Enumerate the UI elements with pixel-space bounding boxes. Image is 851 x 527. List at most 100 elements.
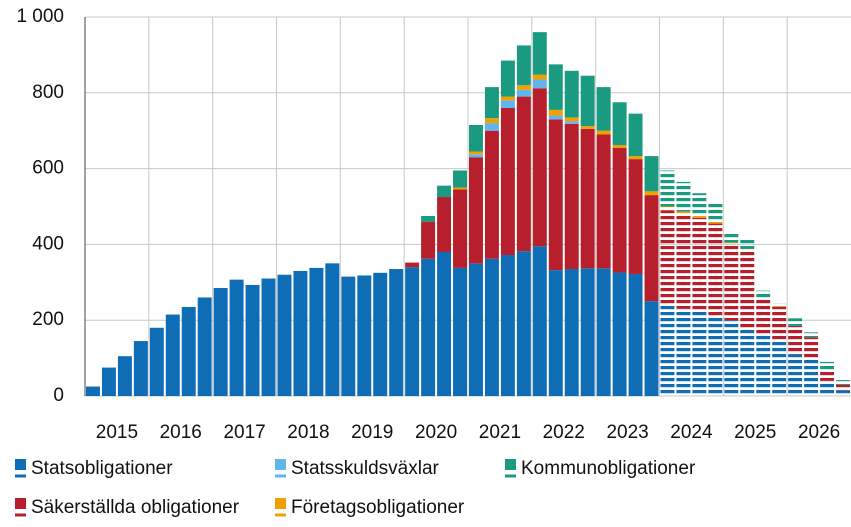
bar-segment	[564, 269, 579, 396]
bar-segment	[612, 147, 627, 273]
bar-segment	[740, 250, 755, 328]
bar-segment	[820, 380, 835, 396]
bar-segment	[708, 316, 723, 396]
bar-segment	[756, 298, 771, 300]
bar-segment	[580, 128, 595, 269]
bar-segment	[357, 275, 372, 396]
bar-segment	[756, 335, 771, 396]
bar-segment	[596, 130, 611, 135]
bar-segment	[437, 185, 452, 198]
bar-segment	[437, 197, 452, 252]
bar-segment	[229, 279, 244, 396]
bar-segment	[836, 380, 850, 385]
bar-segment	[708, 202, 723, 222]
bar-segment	[564, 117, 579, 122]
bar-segment	[724, 242, 739, 245]
bar-segment	[325, 263, 340, 396]
bar-segment	[772, 339, 787, 396]
bar-segment	[804, 359, 819, 396]
bar-segment	[117, 356, 132, 396]
legend-swatch	[275, 498, 286, 509]
bar-segment	[469, 263, 483, 396]
x-tick-label: 2017	[223, 422, 265, 443]
bar-segment	[740, 239, 755, 249]
legend-label: Statsobligationer	[31, 458, 173, 479]
bar-segment	[644, 156, 659, 192]
bar-segment	[197, 297, 212, 396]
bar-segment	[724, 320, 739, 396]
bar-segment	[676, 211, 691, 215]
bar-segment	[277, 274, 292, 396]
bar-segment	[564, 123, 579, 270]
bar-segment	[772, 303, 787, 307]
bar-segment	[548, 64, 563, 110]
bar-segment	[133, 341, 148, 396]
y-tick-label: 400	[32, 233, 64, 254]
bar-segment	[500, 100, 515, 108]
bar-segment	[309, 267, 324, 396]
x-tick-label: 2021	[479, 422, 521, 443]
bar-segment	[836, 384, 850, 391]
legend-swatch	[15, 459, 26, 470]
x-tick-label: 2019	[351, 422, 393, 443]
bar-segment	[692, 193, 707, 216]
bar-segment	[612, 272, 627, 396]
bar-segment	[756, 290, 771, 299]
bar-segment	[421, 215, 436, 222]
bar-segment	[532, 79, 547, 89]
bar-segment	[261, 278, 276, 396]
bar-segment	[612, 102, 627, 146]
bar-segment	[772, 306, 787, 307]
bar-segment	[500, 107, 515, 256]
bar-segment	[86, 386, 100, 396]
bar-segment	[740, 327, 755, 396]
bar-segment	[596, 268, 611, 396]
bar-segment	[580, 268, 595, 396]
bar-segment	[628, 273, 643, 396]
bar-segment	[500, 60, 515, 97]
bar-segment	[644, 191, 659, 196]
bar-segment	[149, 327, 164, 396]
bar-segment	[516, 251, 531, 396]
bar-segment	[484, 130, 499, 259]
bar-segment	[421, 221, 436, 259]
x-tick-label: 2025	[734, 422, 776, 443]
bar-segment	[165, 314, 180, 396]
bar-segment	[469, 157, 483, 264]
legend-swatch	[275, 459, 286, 470]
bar-segment	[660, 305, 675, 396]
y-tick-label: 1 000	[16, 6, 64, 27]
bar-segment	[293, 270, 308, 396]
bar-segment	[341, 276, 356, 396]
bar-segment	[612, 145, 627, 148]
bar-segment	[500, 96, 515, 101]
y-tick-label: 0	[53, 385, 64, 406]
legend-swatch	[505, 459, 516, 470]
bar-segment	[628, 159, 643, 274]
bar-segment	[548, 119, 563, 271]
bar-segment	[836, 390, 850, 396]
bar-segment	[181, 306, 196, 396]
bar-segment	[548, 270, 563, 396]
bar-segment	[644, 301, 659, 396]
bar-segment	[453, 267, 467, 396]
bar-segment	[580, 126, 595, 129]
legend-swatch	[15, 498, 26, 509]
bar-segment	[788, 325, 803, 355]
bar-segment	[788, 318, 803, 326]
bar-segment	[484, 118, 499, 124]
bar-segment	[660, 210, 675, 306]
bar-segment	[660, 170, 675, 207]
bar-segment	[660, 206, 675, 211]
bar-segment	[564, 121, 579, 124]
bar-segment	[389, 269, 404, 396]
y-tick-label: 200	[32, 309, 64, 330]
x-tick-label: 2024	[670, 422, 713, 443]
bar-segment	[516, 96, 531, 252]
y-tick-label: 800	[32, 82, 64, 103]
x-tick-label: 2023	[606, 422, 648, 443]
bar-segment	[820, 369, 835, 381]
bar-segment	[405, 262, 420, 268]
bar-segment	[245, 284, 260, 396]
bar-segment	[453, 170, 467, 188]
